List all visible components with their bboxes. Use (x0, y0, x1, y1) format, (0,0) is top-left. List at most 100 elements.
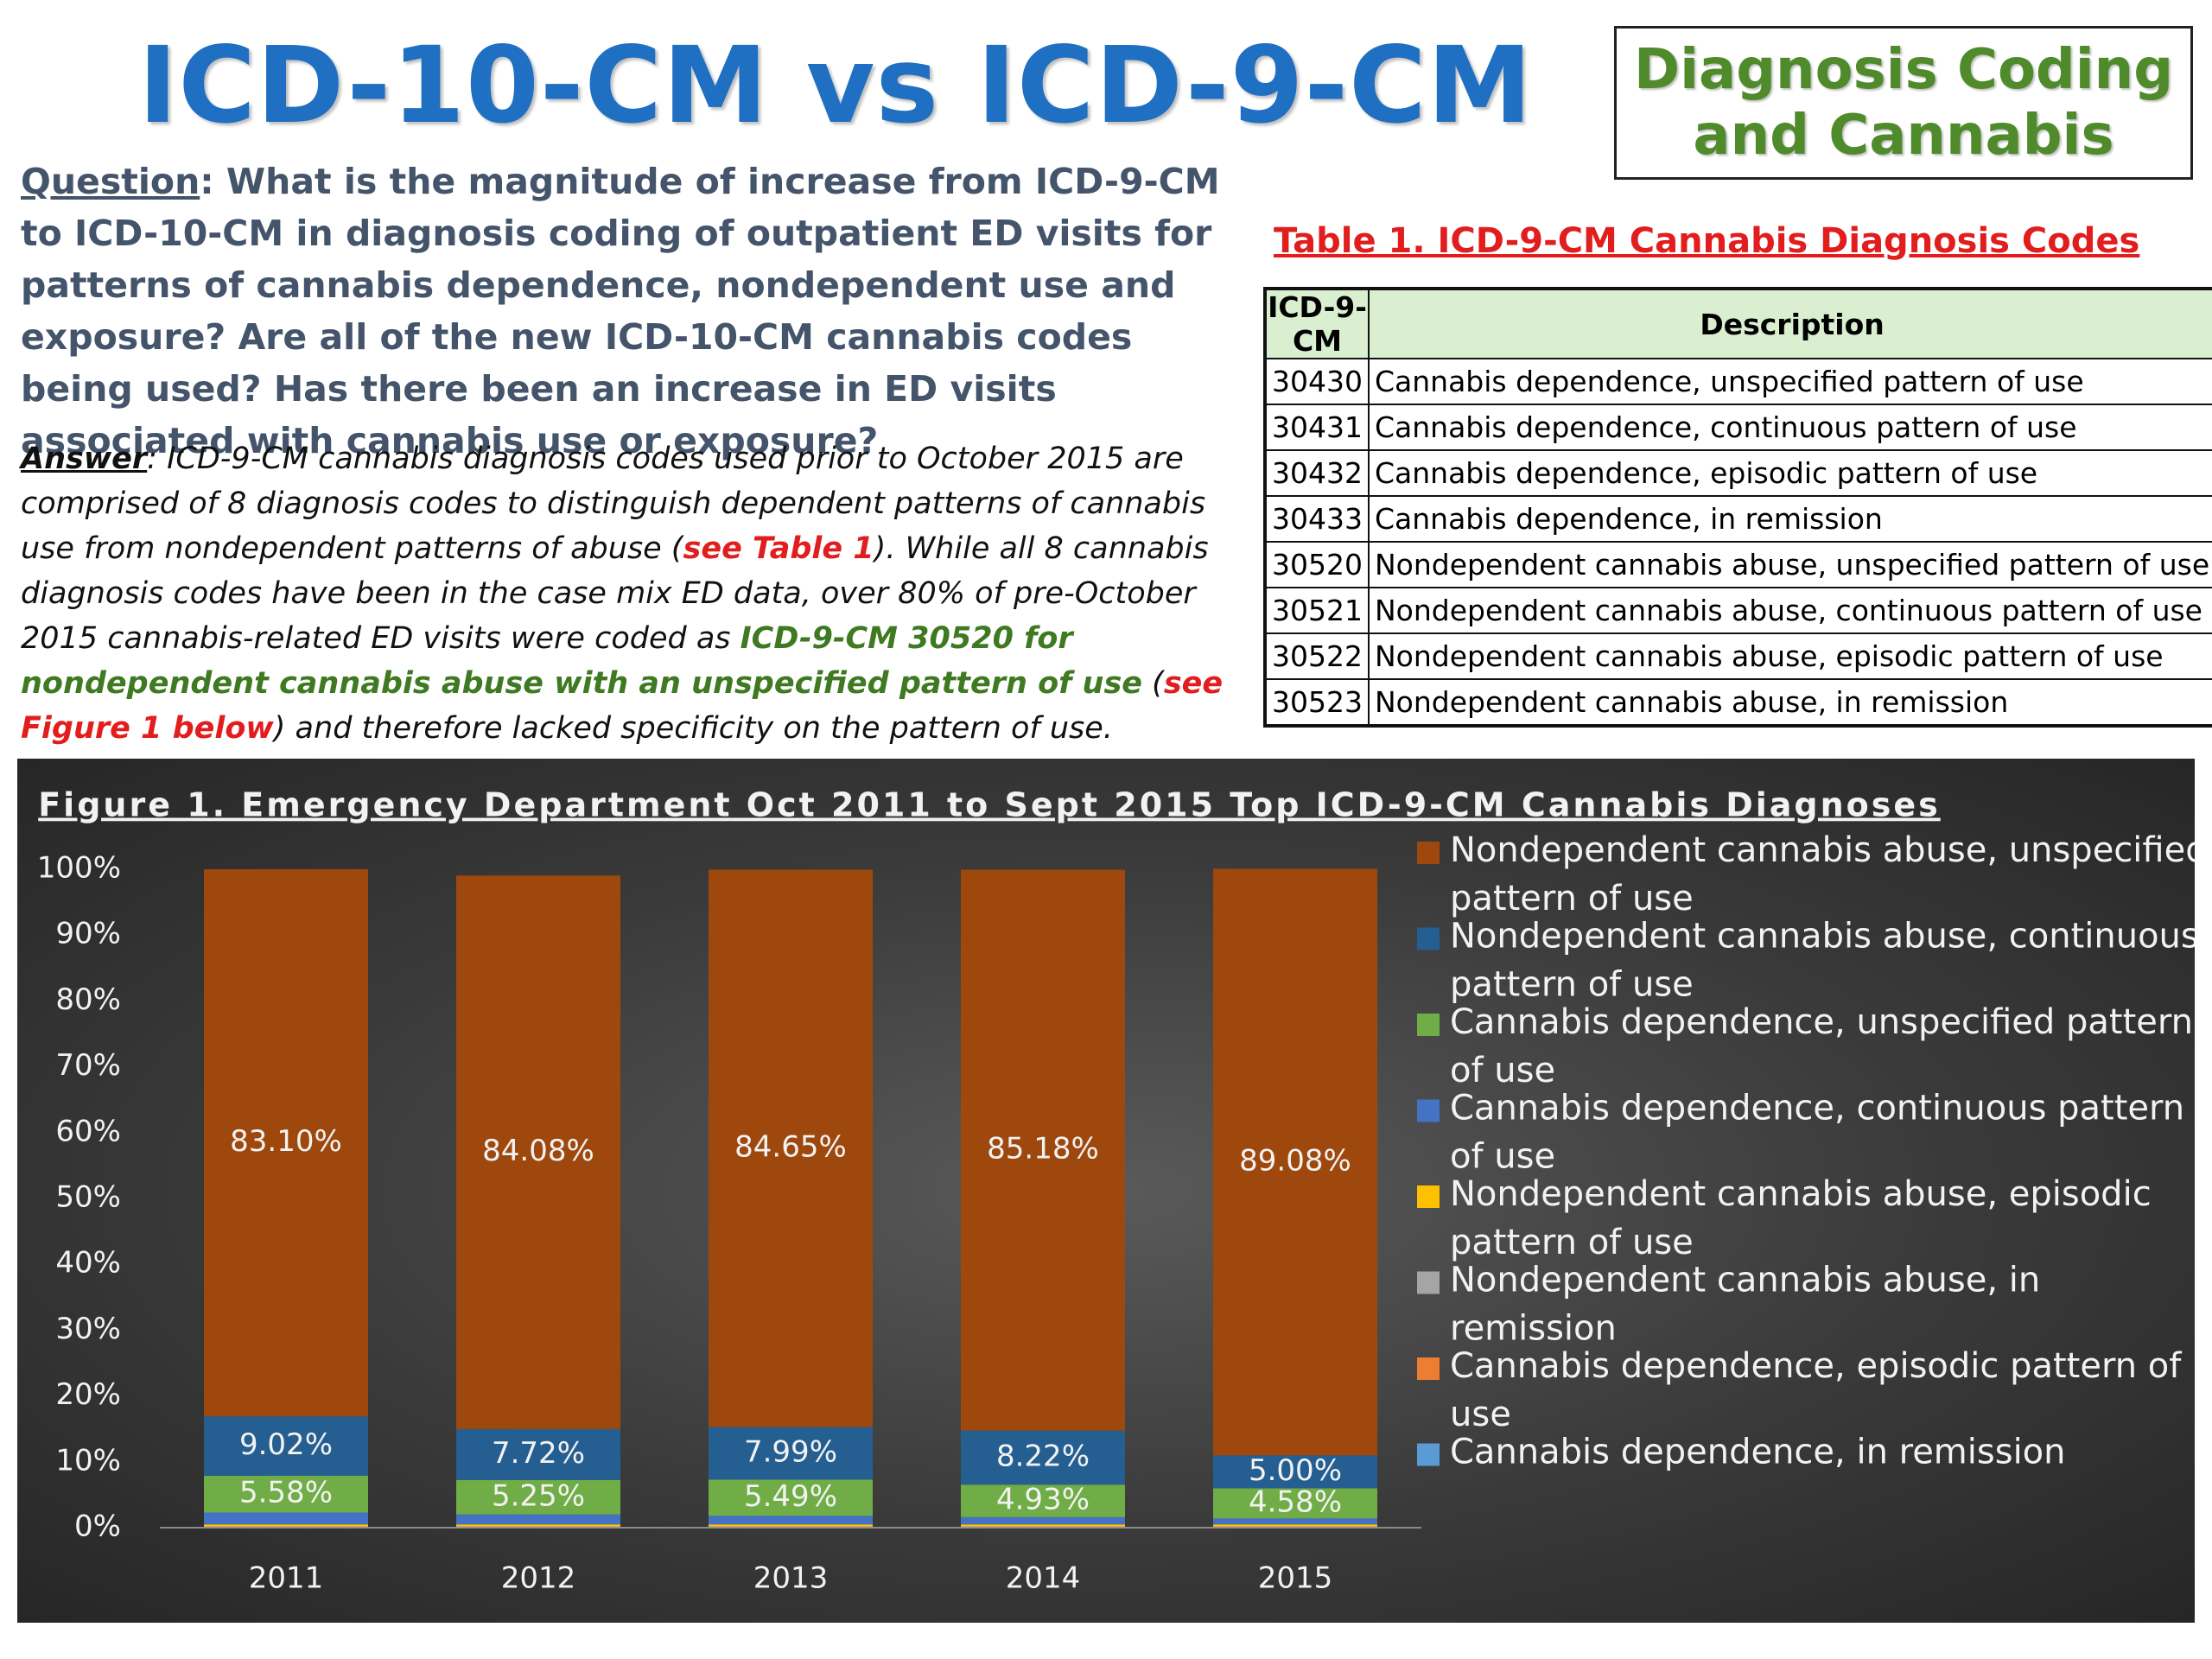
data-label: 4.93% (996, 1483, 1090, 1517)
table-row: 30432 Cannabis dependence, episodic patte… (1264, 449, 2212, 497)
answer-highlight: ICD-9-CM 30520 for nondependent cannabis… (21, 621, 1143, 701)
answer-text-4: ) and therefore lacked specificity on th… (273, 711, 1113, 746)
x-tick-label: 2013 (753, 1561, 829, 1596)
bar-segment (456, 875, 620, 1429)
answer-text-1: : ICD-9-CM cannabis diagnosis codes used… (21, 442, 1206, 566)
legend-label: Nondependent cannabis abuse, continuous p… (1450, 917, 2195, 1005)
bar-segment (709, 1516, 873, 1525)
code-cell: 30433 (1264, 495, 1370, 543)
chart-title: Figure 1. Emergency Department Oct 2011 … (38, 786, 1941, 824)
legend-swatch (1417, 1185, 1440, 1208)
table-reference: see Table 1 (683, 531, 874, 566)
description-cell: Nondependent cannabis abuse, continuous … (1367, 587, 2212, 634)
bar-segment (1213, 868, 1377, 1456)
code-cell: 30431 (1264, 404, 1370, 451)
bar-segment (1213, 1524, 1377, 1527)
legend-label: Nondependent cannabis abuse, in remission (1450, 1261, 2040, 1349)
chart-panel: Figure 1. Emergency Department Oct 2011 … (17, 759, 2195, 1623)
y-tick-label: 30% (55, 1312, 121, 1346)
code-table: ICD-9-CM Description 30430 Cannabis depen… (1263, 287, 2212, 728)
bar-segment (961, 1524, 1125, 1527)
data-label: 83.10% (230, 1124, 342, 1159)
bar-segment (961, 869, 1125, 1431)
y-tick-label: 0% (74, 1510, 121, 1544)
y-tick-label: 80% (55, 982, 121, 1017)
bar-segment (204, 1475, 368, 1513)
code-cell: 30520 (1264, 541, 1370, 588)
page-title: ICD-10-CM vs ICD-9-CM (138, 24, 1534, 147)
table-header-row: ICD-9-CM Description (1264, 288, 2212, 359)
bar-segment (204, 1524, 368, 1527)
legend-swatch (1417, 1014, 1440, 1036)
code-cell: 30521 (1264, 587, 1370, 634)
y-tick-label: 50% (55, 1180, 121, 1215)
bar-segment (961, 1484, 1125, 1517)
code-cell: 30522 (1264, 632, 1370, 680)
header-code: ICD-9-CM (1264, 288, 1370, 359)
table-row: 30433 Cannabis dependence, in remission (1264, 495, 2212, 543)
bar-segment (709, 869, 873, 1427)
legend-label: Cannabis dependence, episodic pattern of… (1450, 1346, 2182, 1434)
description-cell: Cannabis dependence, continuous pattern … (1367, 404, 2212, 451)
data-label: 7.72% (492, 1436, 585, 1471)
question-paragraph: Question: What is the magnitude of incre… (21, 156, 1256, 467)
data-label: 9.02% (239, 1427, 333, 1462)
description-cell: Nondependent cannabis abuse, episodic pa… (1367, 632, 2212, 680)
x-tick-label: 2012 (501, 1561, 576, 1596)
legend-swatch (1417, 1357, 1440, 1380)
code-cell: 30430 (1264, 358, 1370, 405)
table-row: 30522 Nondependent cannabis abuse, episod… (1264, 632, 2212, 680)
x-tick-label: 2015 (1258, 1561, 1333, 1596)
table-title: Table 1. ICD-9-CM Cannabis Diagnosis Cod… (1274, 221, 2140, 261)
bar-segment (204, 1416, 368, 1476)
table-row: 30430 Cannabis dependence, unspecified pa… (1264, 358, 2212, 405)
y-tick-label: 70% (55, 1048, 121, 1083)
data-label: 5.49% (744, 1479, 837, 1514)
legend-label: Cannabis dependence, continuous pattern o… (1450, 1089, 2184, 1177)
table-row: 30520 Nondependent cannabis abuse, unspec… (1264, 541, 2212, 588)
question-text: : What is the magnitude of increase from… (21, 161, 1220, 461)
legend-swatch (1417, 927, 1440, 950)
description-cell: Cannabis dependence, unspecified pattern… (1367, 358, 2212, 405)
y-tick-label: 60% (55, 1114, 121, 1148)
bar-segment (456, 1524, 620, 1527)
legend-label: Cannabis dependence, in remission (1450, 1433, 2066, 1472)
y-tick-label: 40% (55, 1246, 121, 1281)
bar-segment (204, 1526, 368, 1528)
data-label: 84.65% (734, 1130, 847, 1165)
data-label: 5.00% (1249, 1453, 1342, 1488)
data-label: 5.58% (239, 1476, 333, 1510)
code-cell: 30523 (1264, 678, 1370, 727)
bar-segment (1213, 1455, 1377, 1489)
legend-swatch (1417, 1099, 1440, 1122)
data-label: 8.22% (996, 1439, 1090, 1473)
y-tick-label: 20% (55, 1377, 121, 1412)
bar-segment (456, 1514, 620, 1525)
legend-swatch (1417, 1443, 1440, 1466)
bar-segment (709, 1526, 873, 1528)
x-tick-label: 2011 (249, 1561, 324, 1596)
y-tick-label: 90% (55, 917, 121, 951)
data-label: 7.99% (744, 1435, 837, 1470)
legend-label: Cannabis dependence, unspecified pattern… (1450, 1002, 2193, 1090)
table-row: 30521 Nondependent cannabis abuse, contin… (1264, 587, 2212, 634)
question-label: Question (21, 161, 200, 202)
answer-text-3: ( (1142, 666, 1164, 701)
data-label: 84.08% (482, 1134, 594, 1168)
answer-text-2: ). While all 8 cannabis diagnosis codes … (21, 531, 1209, 656)
legend-label: Nondependent cannabis abuse, unspecified… (1450, 830, 2195, 918)
bar-segment (204, 1512, 368, 1525)
bar-segment (1213, 1526, 1377, 1528)
figure-reference: see Figure 1 below (21, 666, 1224, 746)
legend-swatch (1417, 1271, 1440, 1294)
legend-label: Nondependent cannabis abuse, episodic pat… (1450, 1174, 2152, 1262)
bar-segment (204, 869, 368, 1417)
table-row: 30523 Nondependent cannabis abuse, in rem… (1264, 678, 2212, 727)
y-tick-label: 10% (55, 1443, 121, 1478)
topic-box: Diagnosis Coding and Cannabis (1614, 26, 2193, 180)
table-row: 30431 Cannabis dependence, continuous pat… (1264, 404, 2212, 451)
data-label: 4.58% (1249, 1484, 1342, 1519)
bar-segment (709, 1427, 873, 1480)
data-label: 89.08% (1239, 1143, 1351, 1178)
bar-segment (961, 1430, 1125, 1485)
